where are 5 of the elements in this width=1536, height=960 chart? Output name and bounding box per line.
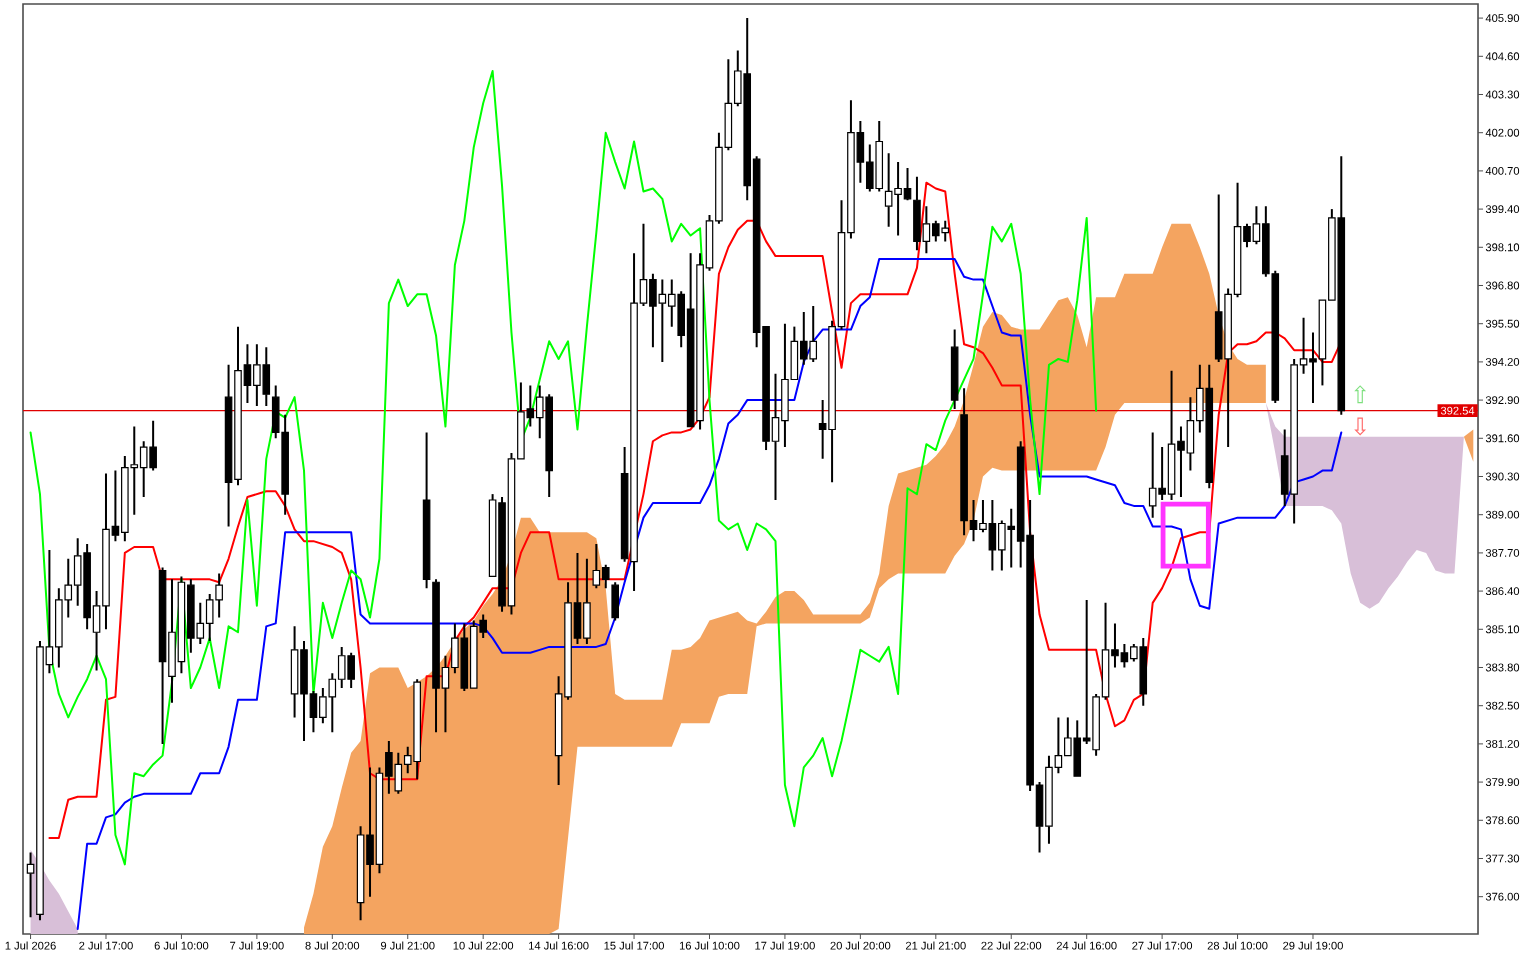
candlestick	[422, 431, 431, 590]
annotation: ⇧	[1354, 385, 1367, 404]
line-series	[29, 69, 1098, 866]
annotation: ⇩	[1354, 417, 1367, 436]
candlestick	[950, 328, 959, 410]
